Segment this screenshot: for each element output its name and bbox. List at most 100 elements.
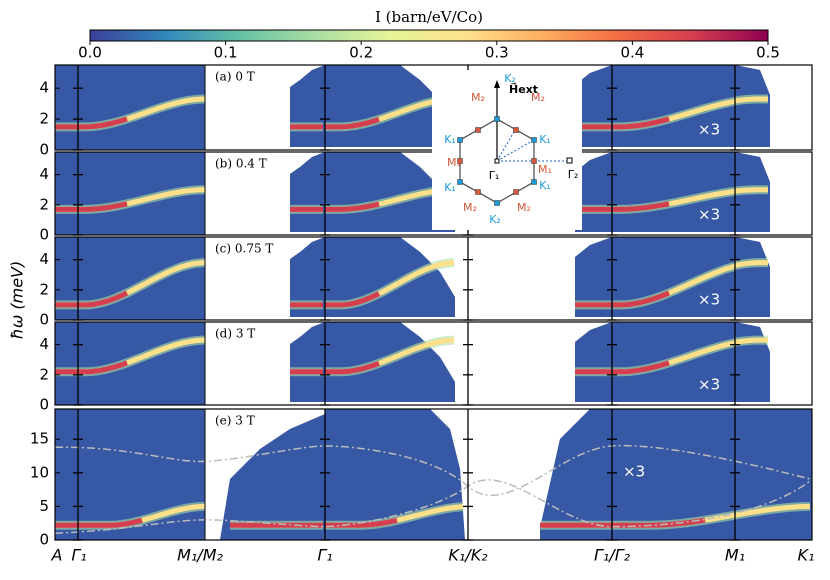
colorbar-tick-label: 0.3 xyxy=(485,44,509,62)
intensity-region xyxy=(325,237,455,317)
band-core xyxy=(612,116,670,130)
zone-point xyxy=(531,137,537,143)
path-line xyxy=(496,139,535,162)
intensity-haze xyxy=(735,237,770,317)
intensity-haze xyxy=(290,322,325,402)
label-background xyxy=(212,326,272,342)
panel-frame xyxy=(54,321,813,406)
zone-label: K₁ xyxy=(539,133,551,146)
scale-label: ×3 xyxy=(698,291,720,309)
zone-label: K₁ xyxy=(444,181,456,194)
zone-point xyxy=(475,189,481,195)
intensity-haze xyxy=(735,322,770,402)
intensity-region xyxy=(612,237,735,317)
colorbar-label: I (barn/eV/Co) xyxy=(375,8,483,26)
intensity-haze xyxy=(55,152,205,235)
colorbar-tick-label: 0.1 xyxy=(214,44,238,62)
field-arrowhead xyxy=(494,80,500,88)
panel xyxy=(55,152,770,235)
intensity-region xyxy=(55,152,205,235)
intensity-region xyxy=(735,237,770,317)
band xyxy=(734,96,768,104)
zone-point xyxy=(475,127,481,133)
zone-point xyxy=(531,158,537,164)
intensity-region xyxy=(290,237,325,317)
band-core xyxy=(325,201,380,212)
band xyxy=(734,337,768,345)
panel xyxy=(55,322,770,405)
intensity-haze xyxy=(540,409,612,540)
y-tick-label: 4 xyxy=(39,79,49,97)
colorbar xyxy=(89,29,769,42)
y-tick-label: 10 xyxy=(30,463,49,481)
intensity-region xyxy=(55,409,205,540)
intensity-haze xyxy=(290,237,325,317)
zone-label: M₂ xyxy=(517,201,531,214)
zone-label: K₂ xyxy=(504,72,516,85)
intensity-haze xyxy=(290,65,325,147)
band-core xyxy=(612,517,706,528)
zone-label: K₁ xyxy=(444,133,456,146)
panel-frame xyxy=(54,236,813,321)
y-tick-label: 0 xyxy=(39,141,49,159)
zone-label: M₂ xyxy=(471,91,485,104)
zone-label: Γ₁ xyxy=(489,169,500,182)
x-tick-label: Γ₁/Γ₂ xyxy=(594,546,631,565)
y-tick-label: 15 xyxy=(30,430,49,448)
panel xyxy=(55,65,770,150)
scale-label: ×3 xyxy=(698,121,720,139)
colorbar-tick-label: 0.0 xyxy=(78,44,102,62)
intensity-haze xyxy=(612,237,735,317)
panel-label: (a) 0 T xyxy=(215,70,255,84)
label-background xyxy=(212,156,272,172)
y-tick-label: 0 xyxy=(39,311,49,329)
y-axis-label: ħω (meV) xyxy=(8,261,27,339)
band-core xyxy=(325,117,380,130)
y-tick-label: 0 xyxy=(39,226,49,244)
band-core xyxy=(55,290,129,308)
zone-point xyxy=(531,179,537,185)
gamma1-point xyxy=(494,158,500,164)
intensity-haze xyxy=(220,414,325,540)
y-tick-label: 2 xyxy=(39,110,49,128)
panel-frame xyxy=(54,408,813,541)
intensity-region xyxy=(290,322,325,402)
band-core xyxy=(325,517,398,528)
label-background xyxy=(212,413,272,429)
zone-point xyxy=(513,127,519,133)
band xyxy=(734,260,768,268)
intensity-haze xyxy=(735,65,770,147)
intensity-haze xyxy=(55,237,205,320)
x-tick-label: Γ₁ xyxy=(317,546,332,565)
y-tick-label: 2 xyxy=(39,280,49,298)
y-tick-label: 4 xyxy=(39,250,49,268)
zone-label: K₂ xyxy=(489,213,501,226)
gamma2-point xyxy=(566,157,573,164)
panel xyxy=(55,409,812,540)
y-tick-label: 0 xyxy=(39,531,49,549)
colorbar-tick-label: 0.2 xyxy=(349,44,373,62)
zone-point xyxy=(494,200,500,206)
scale-label: ×3 xyxy=(698,376,720,394)
intensity-haze xyxy=(575,237,612,317)
field-label: H⃗ext xyxy=(509,82,538,96)
band-core xyxy=(55,201,128,212)
panel-label: (c) 0.75 T xyxy=(215,242,273,256)
intensity-haze xyxy=(575,322,612,402)
zone-points xyxy=(457,116,537,206)
zone-label: M₂ xyxy=(463,201,477,214)
intensity-haze xyxy=(55,409,205,540)
label-background xyxy=(212,69,272,85)
zone-point xyxy=(494,116,500,122)
intensity-region xyxy=(220,414,325,540)
band-core xyxy=(325,360,380,375)
band-core xyxy=(55,360,128,375)
intensity-region xyxy=(540,409,612,540)
panel-label: (e) 3 T xyxy=(215,414,255,428)
path-line xyxy=(496,129,516,162)
band-core xyxy=(612,360,670,375)
panel-label: (d) 3 T xyxy=(215,327,255,341)
y-tick-label: 2 xyxy=(39,365,49,383)
